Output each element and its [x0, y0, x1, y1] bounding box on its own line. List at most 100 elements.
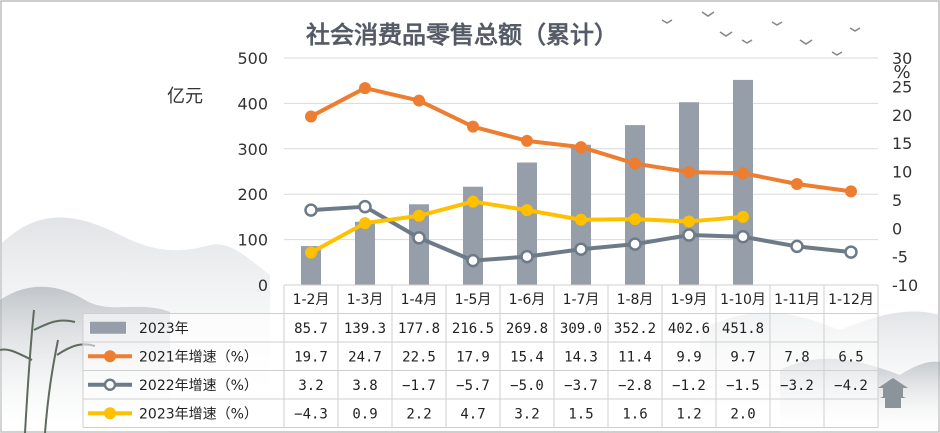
- table-header-bg: [284, 285, 878, 314]
- table-cell-value: −3.2: [780, 378, 814, 394]
- right-tick-label: 20: [892, 106, 912, 125]
- table-cell-value: 1.6: [622, 406, 647, 422]
- chart-title: 社会消费品零售总额（累计）: [306, 21, 618, 49]
- series-point: [791, 177, 803, 190]
- series-point: [737, 210, 749, 223]
- legend-label: 2021年增速（%）: [139, 349, 258, 365]
- right-tick-label: 10: [892, 163, 912, 182]
- series-point: [305, 246, 317, 259]
- right-tick-label: 25: [892, 77, 912, 96]
- category-label: 1-2月: [293, 292, 330, 308]
- right-tick-label: 30: [892, 49, 912, 68]
- table-cell-value: 9.7: [730, 349, 755, 365]
- table-cell-value: 24.7: [348, 349, 382, 365]
- table-cell-value: −1.5: [726, 378, 760, 394]
- series-point: [683, 215, 695, 228]
- table-cell-value: 7.8: [784, 349, 809, 365]
- legend-swatch-marker: [103, 378, 117, 391]
- category-label: 1-11月: [774, 292, 820, 308]
- left-tick-label: 200: [237, 185, 268, 204]
- table-cell-value: 2.2: [406, 406, 431, 422]
- left-tick-label: 0: [258, 276, 268, 295]
- table-cell-value: 85.7: [294, 321, 328, 337]
- table-cell-value: 3.2: [298, 378, 323, 394]
- series-point: [520, 249, 534, 264]
- legend-label: 2023年: [139, 321, 189, 337]
- category-label: 1-9月: [671, 292, 708, 308]
- table-cell-value: 269.8: [506, 321, 548, 337]
- table-cell-value: 402.6: [668, 321, 710, 337]
- bar: [517, 162, 537, 285]
- series-point: [575, 213, 587, 226]
- right-tick-label: -5: [892, 248, 908, 267]
- table-cell-value: −5.0: [510, 378, 544, 394]
- series-point: [629, 157, 641, 170]
- table-cell-value: 216.5: [452, 321, 494, 337]
- right-tick-label: 5: [892, 191, 902, 210]
- series-point: [467, 120, 479, 133]
- series-point: [737, 167, 749, 180]
- series-point: [305, 110, 317, 123]
- line-series: [304, 82, 858, 268]
- table-cell-value: 3.8: [352, 378, 377, 394]
- category-label: 1-5月: [455, 292, 492, 308]
- table-cell-value: 352.2: [614, 321, 656, 337]
- series-point: [467, 195, 479, 208]
- bar: [355, 221, 375, 285]
- table-cell-value: 139.3: [344, 321, 386, 337]
- table-cell-value: 309.0: [560, 321, 602, 337]
- table-cell-value: 9.9: [676, 349, 701, 365]
- series-point: [574, 242, 588, 256]
- series-point: [790, 239, 804, 254]
- legend-label: 2022年增速（%）: [139, 378, 258, 394]
- series-point: [412, 231, 426, 245]
- legend-swatch-marker: [104, 407, 116, 420]
- series-point: [413, 209, 425, 222]
- right-tick-label: 15: [892, 134, 912, 153]
- table-cell-value: 19.7: [294, 349, 328, 365]
- category-label: 1-6月: [509, 292, 546, 308]
- category-label: 1-4月: [401, 292, 438, 308]
- left-axis-unit: 亿元: [167, 86, 203, 107]
- table-cell-value: 6.5: [838, 349, 863, 365]
- legend-swatch-marker: [104, 350, 116, 363]
- left-tick-label: 300: [237, 140, 268, 159]
- table-cell-value: −4.2: [834, 378, 868, 394]
- table-cell-value: 1.2: [676, 406, 701, 422]
- table-cell-value: 15.4: [510, 349, 544, 365]
- bar: [679, 102, 699, 285]
- category-label: 1-7月: [563, 292, 600, 308]
- series-point: [413, 94, 425, 107]
- table-cell-value: 0.9: [352, 406, 377, 422]
- right-axis-unit: %: [893, 62, 910, 83]
- bar: [625, 125, 645, 285]
- flying-birds-icon: [661, 11, 861, 56]
- table-cell-value: −1.2: [672, 378, 706, 394]
- left-tick-label: 400: [237, 94, 268, 113]
- category-label: 1-8月: [617, 292, 654, 308]
- category-label: 1-3月: [347, 292, 384, 308]
- table-cell-value: 451.8: [722, 321, 764, 337]
- series-point: [575, 141, 587, 154]
- left-tick-label: 100: [237, 231, 268, 250]
- pavilion-icon: [878, 378, 908, 408]
- legend-label: 2023年增速（%）: [139, 406, 258, 422]
- table-cell-value: 14.3: [564, 349, 598, 365]
- series-point: [844, 245, 858, 259]
- series-point: [736, 230, 750, 244]
- table-cell-value: 177.8: [398, 321, 440, 337]
- legend-swatch-bar: [90, 321, 126, 334]
- table-cell-value: −4.3: [294, 406, 328, 422]
- right-tick-label: -10: [892, 276, 918, 295]
- left-axis-ticks: 0 100 200 300 400 500: [237, 49, 268, 295]
- series-point: [845, 185, 857, 198]
- series-point: [466, 253, 480, 268]
- category-label: 1-10月: [720, 292, 766, 308]
- table-cell-value: 17.9: [456, 349, 490, 365]
- right-axis-ticks: -10 -5 0 5 10 15 20 25 30: [892, 49, 918, 295]
- series-point: [359, 82, 371, 95]
- series-point: [358, 199, 372, 214]
